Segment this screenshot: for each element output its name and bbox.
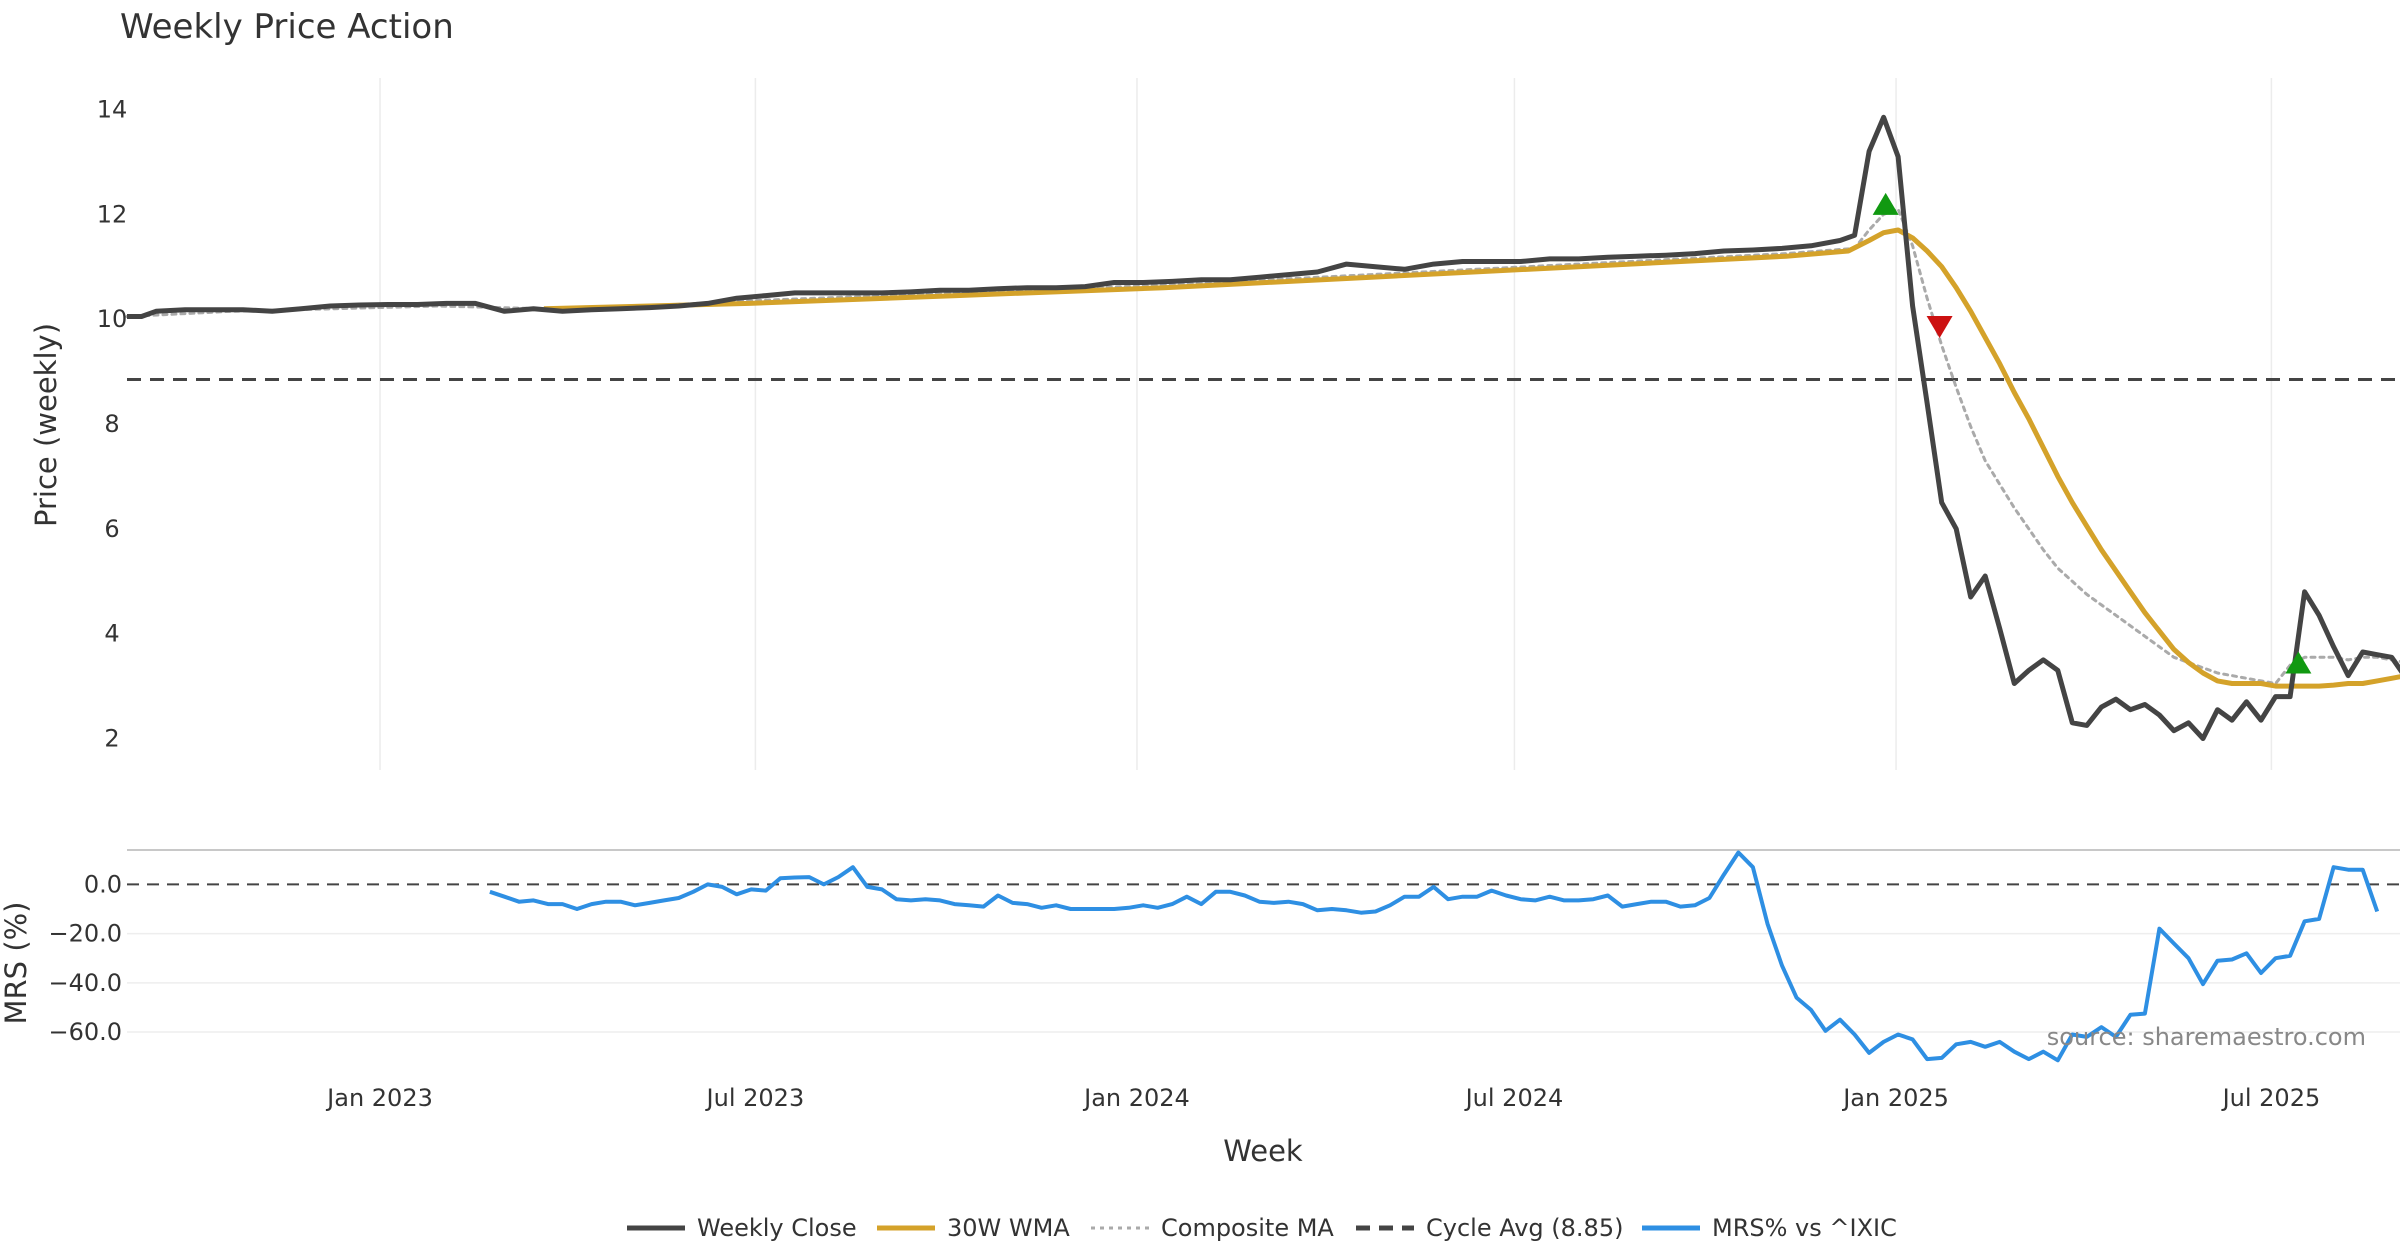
sell-signal-marker <box>1926 316 1953 339</box>
composite-ma-line <box>125 207 2400 685</box>
x-tick-label: Jan 2025 <box>1841 1084 1949 1112</box>
price-y-tick-label: 14 <box>97 95 128 123</box>
legend-item: Weekly Close <box>627 1214 857 1242</box>
price-y-tick-label: 4 <box>104 620 119 648</box>
x-tick-label: Jul 2024 <box>1464 1084 1564 1112</box>
price-y-tick-label: 12 <box>97 200 128 228</box>
x-tick-label: Jan 2023 <box>325 1084 433 1112</box>
price-y-tick-label: 2 <box>104 725 119 753</box>
weekly-close-line <box>127 114 2400 741</box>
axes-layer: Jan 2023 Jul 2023 Jan 2024 Jul 2024 Jan 2025… <box>48 95 2320 1112</box>
price-y-tick-label: 8 <box>104 410 119 438</box>
legend-label: Composite MA <box>1161 1214 1334 1242</box>
buy-signal-marker <box>2285 651 2312 674</box>
legend-item: 30W WMA <box>877 1214 1070 1242</box>
reference-lines-layer <box>127 377 2400 886</box>
price-y-tick-label: 6 <box>104 515 119 543</box>
x-tick-label: Jul 2025 <box>2221 1084 2321 1112</box>
legend-item: Cycle Avg (8.85) <box>1356 1214 1623 1242</box>
mrs-y-axis-label: MRS (%) <box>0 902 33 1025</box>
mrs-y-tick-label: −20.0 <box>48 920 122 948</box>
price-y-axis-label: Price (weekly) <box>29 323 63 527</box>
x-tick-label: Jan 2024 <box>1082 1084 1190 1112</box>
mrs-y-tick-label: −40.0 <box>48 969 122 997</box>
legend-label: MRS% vs ^IXIC <box>1712 1214 1897 1242</box>
legend-item: MRS% vs ^IXIC <box>1642 1214 1897 1242</box>
mrs-y-tick-label: 0.0 <box>84 870 122 898</box>
legend-label: Weekly Close <box>697 1214 857 1242</box>
mrs-line <box>489 850 2380 1063</box>
legend-item: Composite MA <box>1091 1214 1334 1242</box>
x-tick-label: Jul 2023 <box>705 1084 805 1112</box>
30w-wma-line <box>543 227 2400 689</box>
grid-layer <box>127 78 2400 1033</box>
price-y-tick-label: 10 <box>97 305 128 333</box>
series-layer <box>125 114 2400 1063</box>
chart-title: Weekly Price Action <box>120 7 454 47</box>
x-axis-label: Week <box>1223 1134 1303 1168</box>
markers-layer <box>1872 192 2312 674</box>
legend-label: 30W WMA <box>947 1214 1070 1242</box>
legend-label: Cycle Avg (8.85) <box>1426 1214 1623 1242</box>
buy-signal-marker <box>1872 192 1899 215</box>
mrs-y-tick-label: −60.0 <box>48 1018 122 1046</box>
source-label: source: sharemaestro.com <box>2047 1023 2366 1051</box>
legend: Weekly Close 30W WMA Composite MA Cycle Avg… <box>627 1214 1897 1242</box>
